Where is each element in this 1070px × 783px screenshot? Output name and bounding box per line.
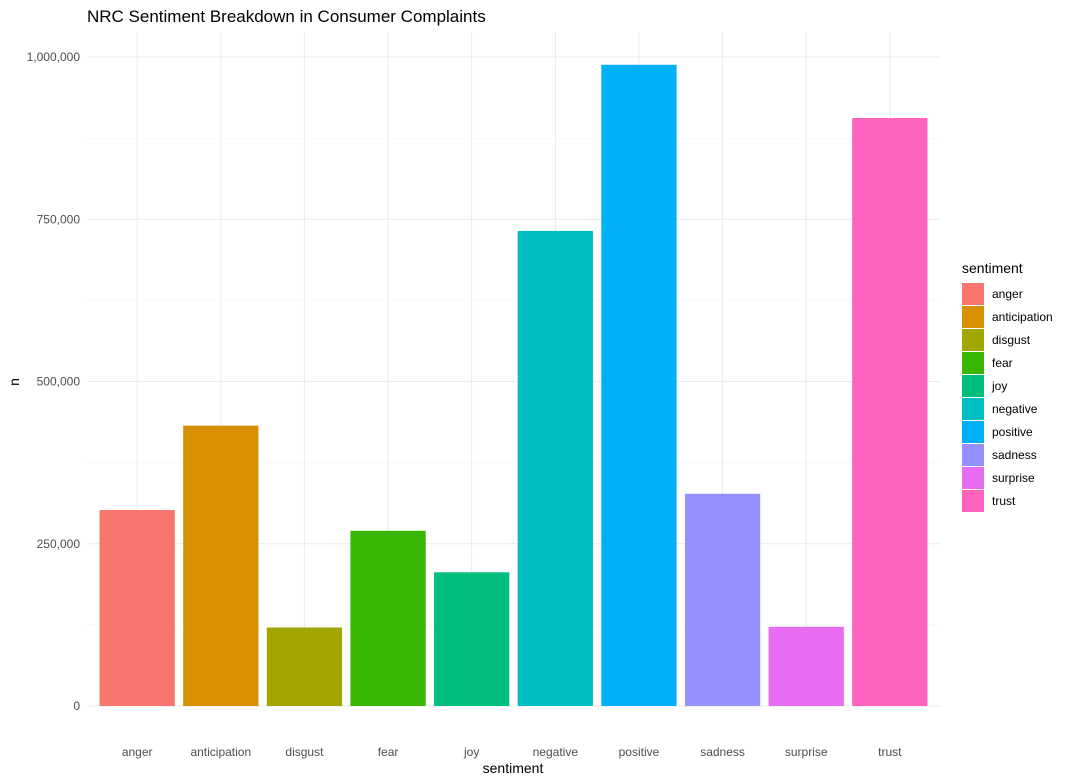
bar-sadness [684,493,761,706]
chart-title: NRC Sentiment Breakdown in Consumer Comp… [87,7,486,26]
legend-swatch-joy [962,375,984,397]
legend-swatch-positive [962,421,984,443]
legend-label-joy: joy [991,379,1007,393]
legend-swatch-disgust [962,329,984,351]
y-tick-label: 1,000,000 [27,50,81,64]
y-tick-label: 0 [73,699,80,713]
x-tick-label: anticipation [190,745,251,759]
legend-label-anticipation: anticipation [992,310,1053,324]
x-axis-title: sentiment [483,760,544,776]
bar-surprise [768,626,844,706]
bar-anger [99,510,175,706]
bars [99,64,928,707]
legend-items: anger anticipation disgust fear joy negative p… [962,283,1053,512]
bar-negative [517,230,593,706]
legend-swatch-trust [962,490,984,512]
x-tick-label: fear [378,745,399,759]
legend-swatch-fear [962,352,984,374]
legend-swatch-surprise [962,467,984,489]
bar-positive [601,64,677,706]
legend-label-anger: anger [992,287,1023,301]
legend-label-trust: trust [992,494,1016,508]
x-tick-label: disgust [285,745,324,759]
x-axis-ticks: anger anticipation disgust fear joy negative p… [122,745,902,759]
y-axis-ticks: 0 250,000 500,000 750,000 1,000,000 [27,50,81,713]
bar-trust [852,118,928,707]
bar-anticipation [183,425,259,706]
y-axis-title: n [6,378,22,386]
bar-fear [350,530,426,706]
legend-swatch-anticipation [962,306,984,328]
x-tick-label: sadness [700,745,745,759]
legend: sentiment anger anticipation disgust fear jo… [962,260,1053,512]
x-tick-label: negative [533,745,579,759]
y-tick-label: 500,000 [37,375,81,389]
bar-disgust [266,627,343,706]
legend-swatch-sadness [962,444,984,466]
x-tick-label: anger [122,745,153,759]
x-tick-label: positive [619,745,660,759]
legend-title: sentiment [962,260,1023,276]
x-tick-label: trust [878,745,902,759]
legend-label-fear: fear [992,356,1013,370]
y-tick-label: 250,000 [37,537,81,551]
legend-swatch-negative [962,398,984,420]
legend-label-negative: negative [992,402,1038,416]
x-tick-label: surprise [785,745,828,759]
legend-label-disgust: disgust [992,333,1031,347]
legend-label-sadness: sadness [992,448,1037,462]
bar-joy [434,572,510,706]
y-tick-label: 750,000 [37,212,81,226]
legend-swatch-anger [962,283,984,305]
legend-label-surprise: surprise [992,471,1035,485]
legend-label-positive: positive [992,425,1033,439]
x-tick-label: joy [463,745,479,759]
